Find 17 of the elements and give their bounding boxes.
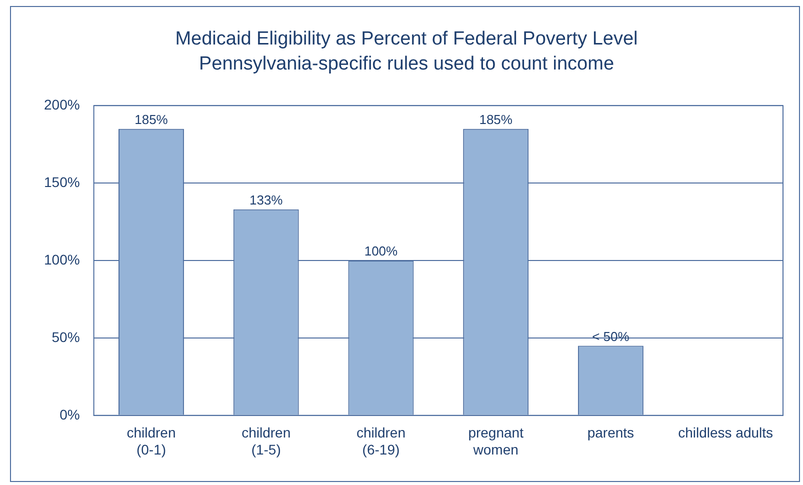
x-tick-label: childless adults — [678, 424, 774, 441]
chart-subtitle: Pennsylvania-specific rules used to count income — [198, 53, 614, 74]
y-tick-label: 100% — [44, 251, 80, 268]
data-label: 185% — [134, 112, 168, 127]
x-tick-label: pregnant women — [468, 424, 524, 458]
x-tick-label: children (1-5) — [242, 424, 291, 458]
data-label: 133% — [249, 192, 284, 208]
y-tick-label: 150% — [44, 174, 80, 190]
y-tick-label: 200% — [44, 96, 80, 112]
x-tick-label: children (6-19) — [356, 424, 406, 458]
y-tick-label: 50% — [52, 328, 80, 345]
data-label: 185% — [479, 112, 513, 127]
y-tick-label: 0% — [60, 406, 80, 422]
chart-title: Medicaid Eligibility as Percent of Federal Poverty Level — [175, 28, 638, 50]
x-tick-label: children (0-1) — [126, 424, 176, 458]
data-label: 100% — [364, 244, 398, 259]
x-tick-label: parents — [587, 424, 634, 441]
